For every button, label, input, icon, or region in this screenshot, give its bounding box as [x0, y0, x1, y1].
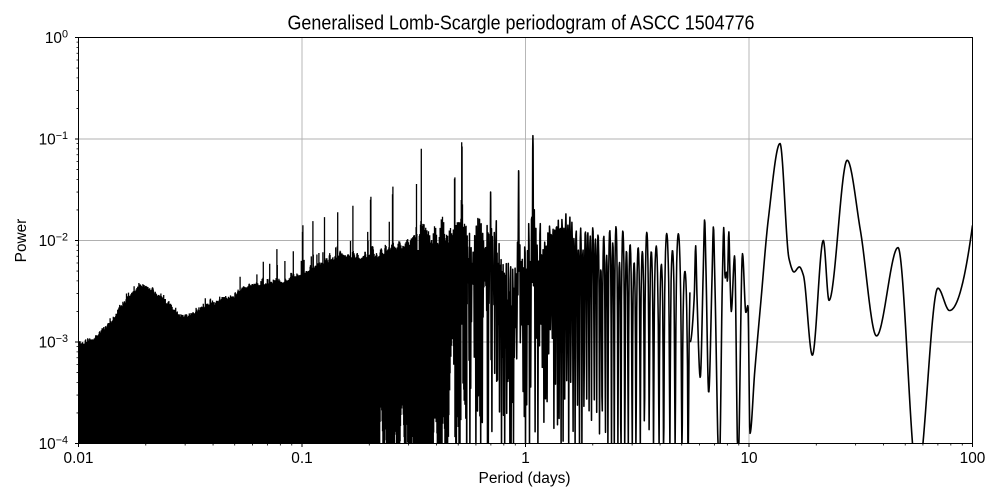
svg-text:0.01: 0.01 — [64, 450, 94, 467]
svg-text:1: 1 — [521, 450, 530, 467]
svg-text:Power: Power — [13, 219, 30, 263]
svg-text:0.1: 0.1 — [291, 450, 312, 467]
svg-text:Period (days): Period (days) — [479, 470, 571, 487]
svg-text:10: 10 — [740, 450, 757, 467]
svg-text:100: 100 — [960, 450, 986, 467]
svg-text:Generalised Lomb-Scargle perio: Generalised Lomb-Scargle periodogram of … — [288, 13, 755, 35]
